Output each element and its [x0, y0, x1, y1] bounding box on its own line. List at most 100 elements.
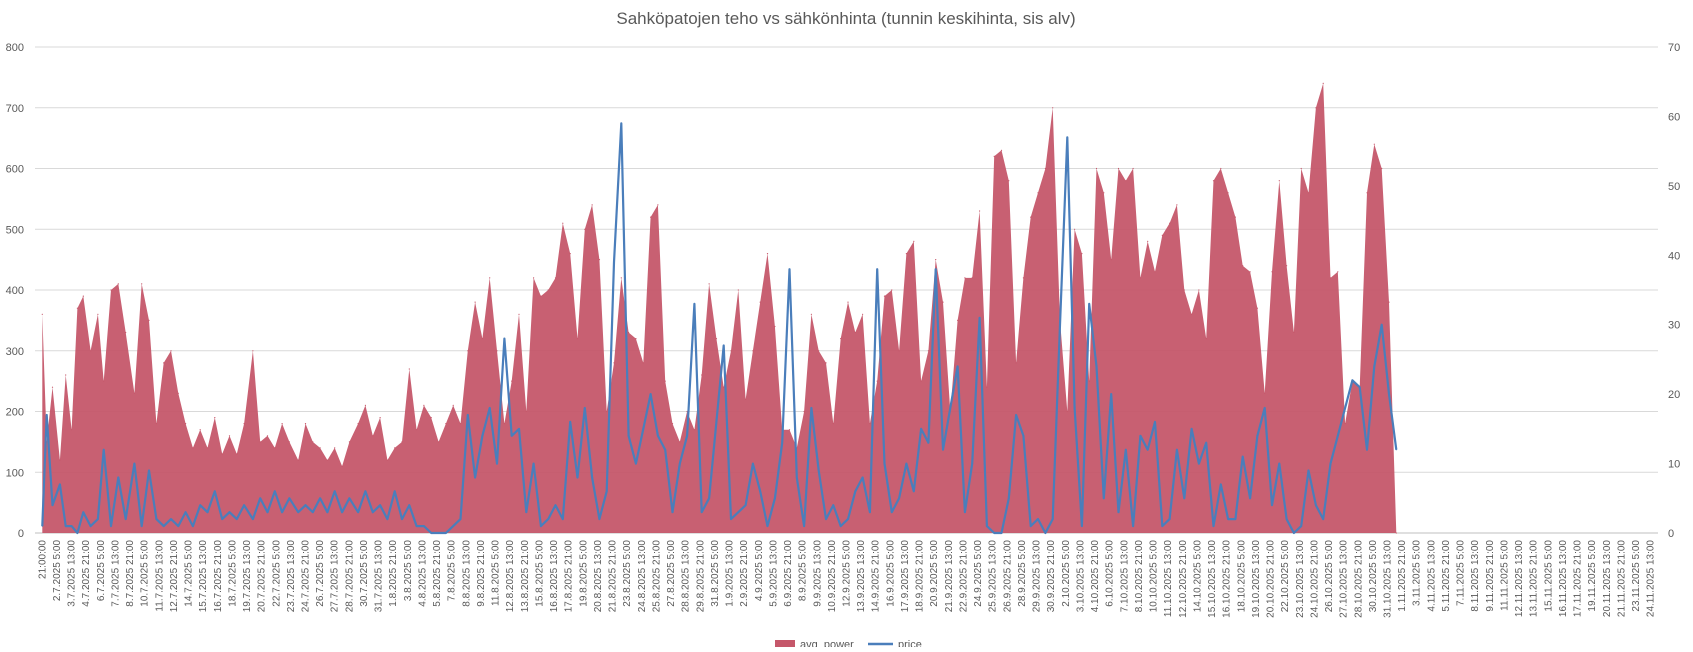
price-point — [628, 435, 630, 437]
price-point — [481, 435, 483, 437]
power-point — [613, 362, 615, 364]
price-point — [737, 511, 739, 513]
x-tick-label: 18.9.2025 21:00 — [915, 540, 926, 613]
x-tick-label: 16.7.2025 21:00 — [213, 540, 224, 613]
x-tick-label: 3.10.2025 13:00 — [1075, 540, 1086, 613]
power-point — [177, 392, 179, 394]
x-tick-label: 23.10.2025 13:00 — [1295, 540, 1306, 618]
x-tick-label: 11.10.2025 13:00 — [1163, 540, 1174, 618]
x-tick-label: 17.8.2025 21:00 — [564, 540, 575, 613]
price-point — [259, 497, 261, 499]
x-tick-label: 28.10.2025 21:00 — [1353, 540, 1364, 618]
x-tick-label: 12.9.2025 5:00 — [842, 540, 853, 607]
price-point — [1344, 407, 1346, 409]
price-point — [117, 476, 119, 479]
power-point — [920, 380, 922, 382]
x-tick-label: 12.11.2025 13:00 — [1514, 540, 1525, 618]
price-point — [1234, 518, 1236, 520]
x-tick-label: 30.10.2025 5:00 — [1368, 540, 1379, 613]
power-point — [125, 331, 127, 334]
price-point — [65, 525, 67, 527]
price-point — [1278, 463, 1280, 465]
price-point — [467, 414, 469, 416]
price-point — [774, 497, 776, 499]
x-tick-label: 2.10.2025 5:00 — [1061, 540, 1072, 607]
power-point — [1373, 143, 1375, 145]
x-tick-label: 23.8.2025 5:00 — [622, 540, 633, 607]
power-point — [1132, 167, 1134, 170]
power-point — [1395, 532, 1397, 534]
price-point — [1008, 497, 1010, 499]
price-point — [1381, 324, 1383, 326]
x-tick-label: 14.10.2025 5:00 — [1192, 540, 1203, 613]
price-point — [125, 518, 127, 520]
price-point — [423, 525, 425, 527]
power-point — [862, 313, 864, 315]
power-point — [103, 380, 105, 382]
price-point — [304, 504, 307, 506]
power-point — [110, 289, 112, 291]
x-tick-label: 4.11.2025 13:00 — [1426, 540, 1437, 612]
power-point — [259, 441, 261, 443]
power-point — [664, 380, 666, 382]
power-point — [840, 338, 842, 340]
price-point — [723, 344, 725, 347]
price-point — [869, 511, 871, 513]
price-point — [840, 525, 842, 527]
power-point — [1081, 253, 1083, 255]
price-point — [243, 504, 245, 506]
price-point — [657, 435, 659, 437]
power-point — [766, 253, 769, 255]
x-tick-label: 6.9.2025 21:00 — [783, 540, 794, 607]
price-point — [177, 525, 179, 527]
price-point — [1125, 449, 1127, 451]
left-axis-ticks: 0 100 200 300 400 500 600 700 800 — [6, 42, 24, 540]
power-point — [635, 338, 637, 340]
power-point — [708, 283, 710, 285]
power-point — [628, 331, 630, 334]
power-point — [1191, 313, 1193, 315]
price-point — [1066, 136, 1068, 138]
price-point — [1366, 449, 1368, 451]
price-point — [957, 365, 959, 367]
x-tick-label: 15.10.2025 13:00 — [1207, 540, 1218, 618]
power-point — [942, 301, 944, 303]
price-point — [752, 463, 754, 465]
x-tick-label: 11.11.2025 5:00 — [1499, 540, 1510, 611]
x-tick-label: 25.9.2025 13:00 — [988, 540, 999, 613]
power-point — [547, 289, 549, 291]
price-point — [148, 469, 150, 472]
right-tick-label: 50 — [1668, 181, 1680, 193]
power-point — [1139, 277, 1141, 279]
price-point — [51, 504, 54, 506]
power-point — [1322, 82, 1324, 84]
x-tick-label: 3.7.2025 13:00 — [67, 540, 78, 607]
x-tick-label: 19.11.2025 5:00 — [1587, 540, 1598, 612]
x-tick-label: 8.11.2025 13:00 — [1470, 540, 1481, 612]
price-point — [319, 497, 321, 499]
x-tick-label: 20.8.2025 13:00 — [593, 540, 604, 613]
power-point — [82, 295, 84, 297]
power-point — [1095, 167, 1098, 170]
power-point — [199, 429, 201, 431]
price-point — [445, 532, 447, 534]
right-tick-label: 0 — [1668, 528, 1674, 540]
price-point — [408, 504, 410, 506]
legend-label-price: price — [898, 639, 922, 647]
power-point — [319, 447, 321, 449]
power-point — [1022, 277, 1024, 279]
x-tick-label: 12.7.2025 21:00 — [169, 540, 180, 613]
x-tick-label: 10.9.2025 21:00 — [827, 540, 838, 613]
power-point — [1242, 265, 1244, 267]
price-point — [1183, 497, 1185, 499]
power-point — [489, 277, 491, 279]
power-point — [671, 423, 674, 425]
left-tick-label: 200 — [6, 407, 24, 419]
power-point — [979, 210, 981, 212]
price-point — [876, 268, 878, 270]
price-point — [1212, 525, 1215, 527]
legend-label-power: avg_power — [800, 639, 854, 647]
power-point — [1074, 228, 1076, 230]
power-point — [341, 465, 343, 467]
